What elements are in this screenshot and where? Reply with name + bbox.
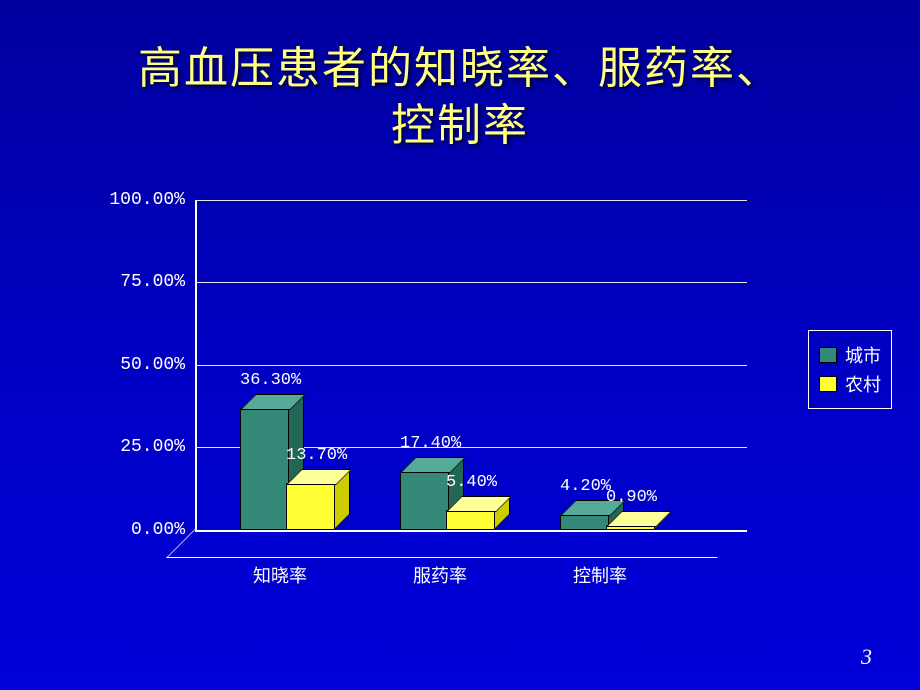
legend-item: 城市 [819, 342, 881, 368]
plot-floor [166, 529, 746, 558]
legend-swatch-city [819, 347, 837, 363]
data-label: 36.30% [240, 371, 301, 390]
plot-region: 36.30% 13.70% 17.40% 5.40% 4.20%0.90% [195, 200, 745, 530]
legend-label-city: 城市 [845, 342, 881, 368]
x-tick-2: 控制率 [540, 562, 660, 588]
legend: 城市 农村 [808, 330, 892, 409]
gridline [197, 282, 747, 283]
y-tick-75: 75.00% [120, 272, 185, 292]
y-tick-50: 50.00% [120, 355, 185, 375]
data-label: 4.20% [560, 477, 611, 496]
data-label: 13.70% [286, 446, 347, 465]
slide-title: 高血压患者的知晓率、服药率、 控制率 [0, 40, 920, 154]
x-tick-1: 服药率 [380, 562, 500, 588]
data-label: 0.90% [606, 488, 657, 507]
title-line-1: 高血压患者的知晓率、服药率、 [138, 44, 782, 93]
legend-item: 农村 [819, 371, 881, 397]
gridline [197, 365, 747, 366]
slide: 高血压患者的知晓率、服药率、 控制率 100.00% 75.00% 50.00%… [0, 0, 920, 690]
data-label: 5.40% [446, 473, 497, 492]
y-tick-0: 0.00% [131, 520, 185, 540]
y-tick-100: 100.00% [109, 190, 185, 210]
y-tick-25: 25.00% [120, 437, 185, 457]
page-number: 3 [861, 644, 872, 670]
data-label: 17.40% [400, 434, 461, 453]
legend-swatch-rural [819, 376, 837, 392]
x-tick-0: 知晓率 [220, 562, 340, 588]
legend-label-rural: 农村 [845, 371, 881, 397]
gridline [197, 200, 747, 201]
chart-area: 100.00% 75.00% 50.00% 25.00% 0.00% 36.30… [60, 200, 780, 600]
title-line-2: 控制率 [391, 101, 529, 150]
